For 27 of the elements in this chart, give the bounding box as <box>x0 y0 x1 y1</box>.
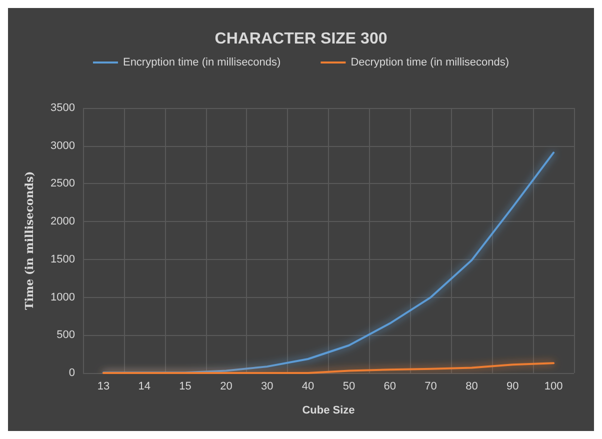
y-tick-label: 500 <box>56 329 75 342</box>
y-tick-label: 1500 <box>50 253 75 266</box>
legend-label: Decryption time (in milliseconds) <box>350 56 510 68</box>
y-tick-label: 0 <box>68 367 75 379</box>
x-tick-label: 14 <box>138 380 150 392</box>
x-tick-label: 100 <box>544 380 563 392</box>
y-tick-label: 3000 <box>50 140 75 152</box>
y-axis-title: Time (in milliseconds) <box>23 171 36 310</box>
x-tick-label: 60 <box>384 380 396 392</box>
x-tick-label: 80 <box>466 380 478 392</box>
line-series <box>102 152 555 374</box>
x-tick-label: 13 <box>97 380 110 392</box>
y-tick-label: 2500 <box>50 178 75 190</box>
x-tick-label: 20 <box>220 380 232 392</box>
x-tick-label: 15 <box>179 380 192 392</box>
y-tick-label: 3500 <box>50 102 75 114</box>
line-series <box>102 362 555 374</box>
x-tick-label: 70 <box>424 380 437 392</box>
x-axis-title: Cube Size <box>302 404 355 416</box>
x-tick-label: 50 <box>342 380 356 392</box>
chart-title: CHARACTER SIZE 300 <box>214 30 388 48</box>
x-tick-label: 30 <box>261 380 274 392</box>
legend-label: Encryption time (in milliseconds) <box>122 56 281 68</box>
y-tick-label: 2000 <box>50 216 75 228</box>
y-tick-label: 1000 <box>50 291 75 304</box>
x-tick-label: 40 <box>302 380 314 392</box>
x-tick-label: 90 <box>506 380 519 392</box>
